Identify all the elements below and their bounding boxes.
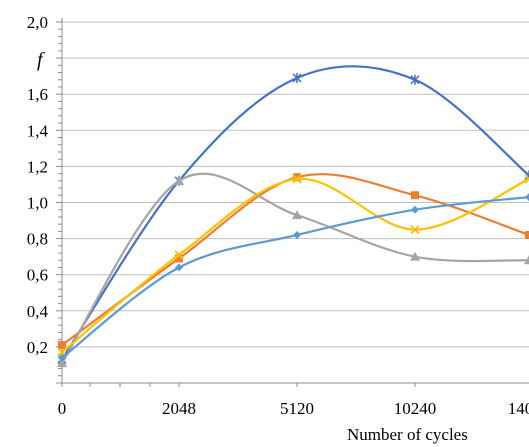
data-point-asterisk — [292, 72, 302, 83]
data-point-x — [292, 174, 302, 184]
data-point-triangle — [524, 255, 529, 265]
data-point-diamond — [175, 263, 183, 272]
data-point-square — [525, 230, 529, 239]
data-point-square — [411, 191, 419, 200]
tick-labels: 0,2 0,4 0,6 0,8 1,0 1,2 1,4 1,6 2,0 0 2048 5120 1024… — [27, 13, 529, 418]
axes — [56, 18, 529, 387]
grid-lines — [62, 21, 529, 348]
series-group — [57, 65, 529, 368]
data-point-diamond — [411, 205, 419, 214]
y-tick-label: 1,6 — [27, 85, 48, 104]
data-point-x — [524, 174, 529, 184]
x-tick-label: 2048 — [162, 399, 196, 418]
x-tick-label: 10240 — [394, 399, 437, 418]
data-point-asterisk — [524, 170, 529, 181]
y-tick-label: 1,4 — [27, 121, 49, 140]
y-tick-label: 0,8 — [27, 230, 48, 249]
data-point-diamond — [525, 193, 529, 202]
y-tick-label: 0,4 — [27, 302, 49, 321]
data-point-diamond — [58, 353, 66, 362]
series-line — [60, 172, 529, 365]
data-point-triangle — [57, 358, 67, 368]
data-point-diamond — [293, 230, 301, 239]
series-1 — [57, 65, 529, 365]
x-tick-label: 14000 — [508, 399, 529, 418]
series-line — [60, 173, 529, 347]
data-point-triangle — [174, 175, 184, 185]
y-tick-label: 1,2 — [27, 157, 48, 176]
x-axis-title: Number of cycles — [347, 425, 468, 444]
y-tick-label: 2,0 — [27, 13, 48, 32]
data-point-square — [175, 254, 183, 263]
x-tick-label: 0 — [58, 399, 67, 418]
series-line — [60, 65, 529, 361]
y-tick-label: 0,2 — [27, 338, 48, 357]
data-point-x — [410, 224, 420, 235]
y-axis-title: f — [37, 49, 45, 71]
series-5 — [58, 193, 529, 362]
series-3 — [57, 172, 529, 368]
data-point-asterisk — [410, 74, 420, 85]
series-line — [60, 195, 529, 359]
y-tick-label: 0,6 — [27, 266, 48, 285]
data-point-triangle — [410, 251, 420, 261]
data-point-square — [58, 341, 66, 350]
y-tick-label: 1,0 — [27, 194, 48, 213]
data-point-square — [293, 173, 301, 182]
data-point-x — [174, 250, 184, 260]
series-4 — [57, 174, 529, 357]
x-tick-label: 5120 — [280, 399, 314, 418]
data-point-triangle — [292, 210, 302, 220]
